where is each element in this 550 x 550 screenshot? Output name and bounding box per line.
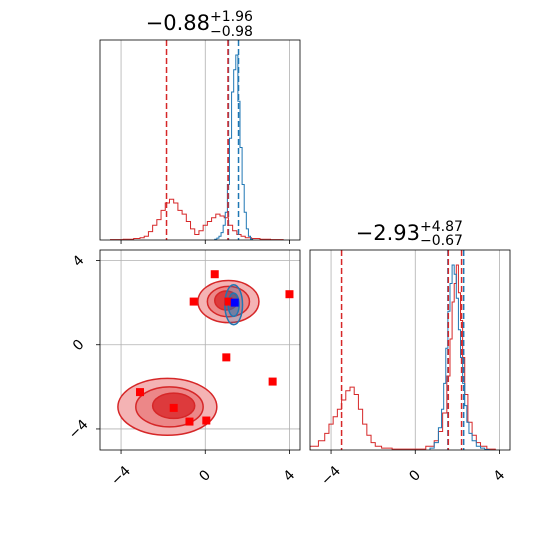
hist-param1-grid	[120, 40, 290, 240]
scatter-tick-label-y-0: −4	[66, 417, 92, 443]
red-marker-2	[224, 297, 233, 306]
p3-hist-blue	[429, 264, 490, 450]
p1-hist-red	[110, 198, 284, 240]
param2-title-value: −2.93	[356, 221, 420, 245]
scatter-tick-label-x-2: 4	[281, 467, 299, 485]
red-marker-4	[222, 353, 231, 362]
param2-title-minus: −0.67	[420, 233, 463, 249]
red-marker-9	[202, 416, 211, 425]
hist-param2-series	[310, 250, 496, 450]
red-marker-6	[136, 388, 144, 397]
param1-title-minus: −0.98	[210, 24, 253, 40]
hist-param2-frame	[309, 249, 511, 451]
p3-tick-label-x-2: 4	[491, 467, 509, 485]
p1-hist-blue	[214, 54, 254, 240]
scatter-panel-2d: −4 −4 0 0 4 4	[66, 249, 301, 489]
scatter-ticks: −4 −4 0 0 4 4	[66, 252, 299, 489]
scatter-tick-label-y-1: 0	[70, 337, 88, 355]
param1-title-value: −0.88	[146, 11, 210, 35]
hist-param1-series	[110, 40, 284, 240]
scatter-tick-label-y-2: 4	[70, 252, 88, 270]
p3-tick-label-x-1: 0	[406, 467, 424, 485]
hist-param1-ticks	[120, 240, 290, 244]
scatter-tick-label-x-1: 0	[196, 467, 214, 485]
hist-param1-frame	[99, 39, 301, 241]
blue-marker-0	[230, 298, 239, 307]
hist-panel-param1: −0.88 +1.96 −0.98	[99, 9, 301, 244]
scatter-frame	[99, 249, 301, 451]
red-marker-3	[285, 290, 294, 299]
red-marker-7	[169, 403, 178, 412]
hist-panel-param2: −4 0 4 −2.93 +4.87 −0.67	[309, 219, 511, 489]
scatter-series	[117, 270, 294, 437]
red-marker-5	[268, 377, 277, 386]
scatter-tick-label-x-0: −4	[108, 463, 134, 489]
hist-param2-ticks: −4 0 4	[318, 450, 508, 489]
red-marker-0	[210, 270, 219, 279]
param1-title-plus: +1.96	[210, 9, 253, 25]
p3-tick-label-x-0: −4	[318, 463, 344, 489]
hist-param2-grid	[330, 250, 500, 450]
red-marker-8	[185, 417, 194, 426]
red-marker-1	[189, 297, 198, 306]
param2-title-plus: +4.87	[420, 219, 463, 235]
